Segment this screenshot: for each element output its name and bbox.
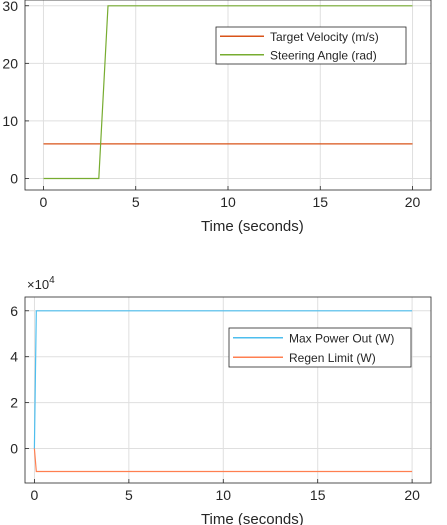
x-tick-label: 0 xyxy=(31,487,39,503)
y-tick-label: 10 xyxy=(2,113,18,129)
x-tick-label: 0 xyxy=(40,194,48,210)
legend-label: Steering Angle (rad) xyxy=(270,48,377,62)
legend-label: Regen Limit (W) xyxy=(289,351,376,365)
chart-1: 0 5 10 15 20 0 10 20 30 Time (seconds) Target Velo… xyxy=(2,0,432,235)
exponent-base: ×10 xyxy=(27,277,49,292)
legend-box xyxy=(215,26,407,65)
exponent-power: 4 xyxy=(49,275,55,286)
legend: Target Velocity (m/s) Steering Angle (rad… xyxy=(215,26,407,65)
y-tick-label: 4 xyxy=(10,349,18,365)
y-exponent-label: ×104 xyxy=(27,275,55,292)
y-tick-label: 2 xyxy=(10,395,18,411)
x-axis-label: Time (seconds) xyxy=(201,511,304,525)
x-tick-label: 10 xyxy=(220,194,236,210)
x-tick-label: 15 xyxy=(312,194,328,210)
x-axis-label: Time (seconds) xyxy=(201,218,304,235)
y-tick-label: 20 xyxy=(2,55,18,71)
y-tick-label: 30 xyxy=(2,0,18,14)
legend-label: Max Power Out (W) xyxy=(289,331,394,345)
legend: Max Power Out (W) Regen Limit (W) xyxy=(228,327,412,368)
legend-box xyxy=(228,327,412,368)
x-tick-label: 20 xyxy=(404,487,420,503)
y-tick-label: 6 xyxy=(10,303,18,319)
series-line-1 xyxy=(33,310,413,449)
x-tick-label: 5 xyxy=(125,487,133,503)
y-tick-label: 0 xyxy=(10,441,18,457)
x-tick-label: 15 xyxy=(310,487,326,503)
x-tick-label: 20 xyxy=(405,194,421,210)
x-tick-label: 5 xyxy=(132,194,140,210)
axes-box xyxy=(24,296,432,484)
series-line-2 xyxy=(33,448,413,473)
series-line-2 xyxy=(43,5,413,180)
y-tick-label: 0 xyxy=(10,170,18,186)
plot-area xyxy=(25,297,431,483)
legend-label: Target Velocity (m/s) xyxy=(270,30,379,44)
x-tick-label: 10 xyxy=(215,487,231,503)
